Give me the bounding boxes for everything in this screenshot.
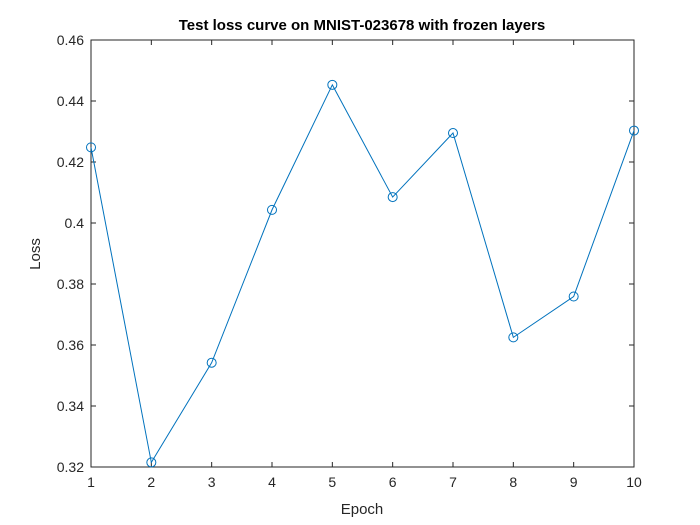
x-tick-label: 3 — [208, 474, 216, 490]
x-tick-label: 4 — [268, 474, 276, 490]
y-tick-label: 0.4 — [65, 215, 85, 231]
data-point-marker — [267, 204, 277, 215]
y-tick-label: 0.36 — [57, 337, 84, 353]
chart-title: Test loss curve on MNIST-023678 with fro… — [179, 17, 546, 34]
y-tick-label: 0.46 — [57, 32, 84, 48]
data-point-marker — [629, 125, 639, 136]
series-layer — [86, 79, 639, 468]
x-tick-label: 6 — [389, 474, 397, 490]
y-axis-label: Loss — [27, 238, 44, 270]
x-tick-label: 7 — [449, 474, 457, 490]
data-point-marker — [206, 357, 217, 368]
x-tick-label: 5 — [328, 474, 336, 490]
x-axis-ticks: 1 2 3 4 5 6 7 8 9 10 — [87, 40, 642, 490]
x-tick-label: 10 — [626, 474, 642, 490]
x-tick-label: 9 — [570, 474, 578, 490]
x-tick-label: 8 — [509, 474, 517, 490]
data-point-marker — [387, 192, 398, 203]
data-point-marker — [146, 457, 157, 468]
y-tick-label: 0.34 — [57, 398, 84, 414]
data-point-marker — [86, 142, 96, 153]
y-tick-label: 0.38 — [57, 276, 84, 292]
data-point-marker — [568, 291, 579, 302]
x-tick-label: 1 — [87, 474, 95, 490]
y-tick-label: 0.44 — [57, 93, 84, 109]
x-axis-label: Epoch — [341, 501, 384, 518]
y-tick-label: 0.42 — [57, 154, 84, 170]
axes-box — [90, 39, 635, 468]
x-tick-label: 2 — [147, 474, 155, 490]
plot-area: 1 2 3 4 5 6 7 8 9 10 0.320.340.360.380.40.420.440… — [57, 32, 642, 490]
data-point-marker — [508, 332, 519, 343]
series-line — [90, 83, 635, 464]
y-axis-ticks: 0.32 0.34 0.36 0.38 0.4 0.42 0.44 0.46 — [57, 32, 634, 475]
data-point-marker — [327, 79, 338, 90]
data-point-marker — [448, 128, 458, 139]
y-tick-label: 0.32 — [57, 459, 84, 475]
